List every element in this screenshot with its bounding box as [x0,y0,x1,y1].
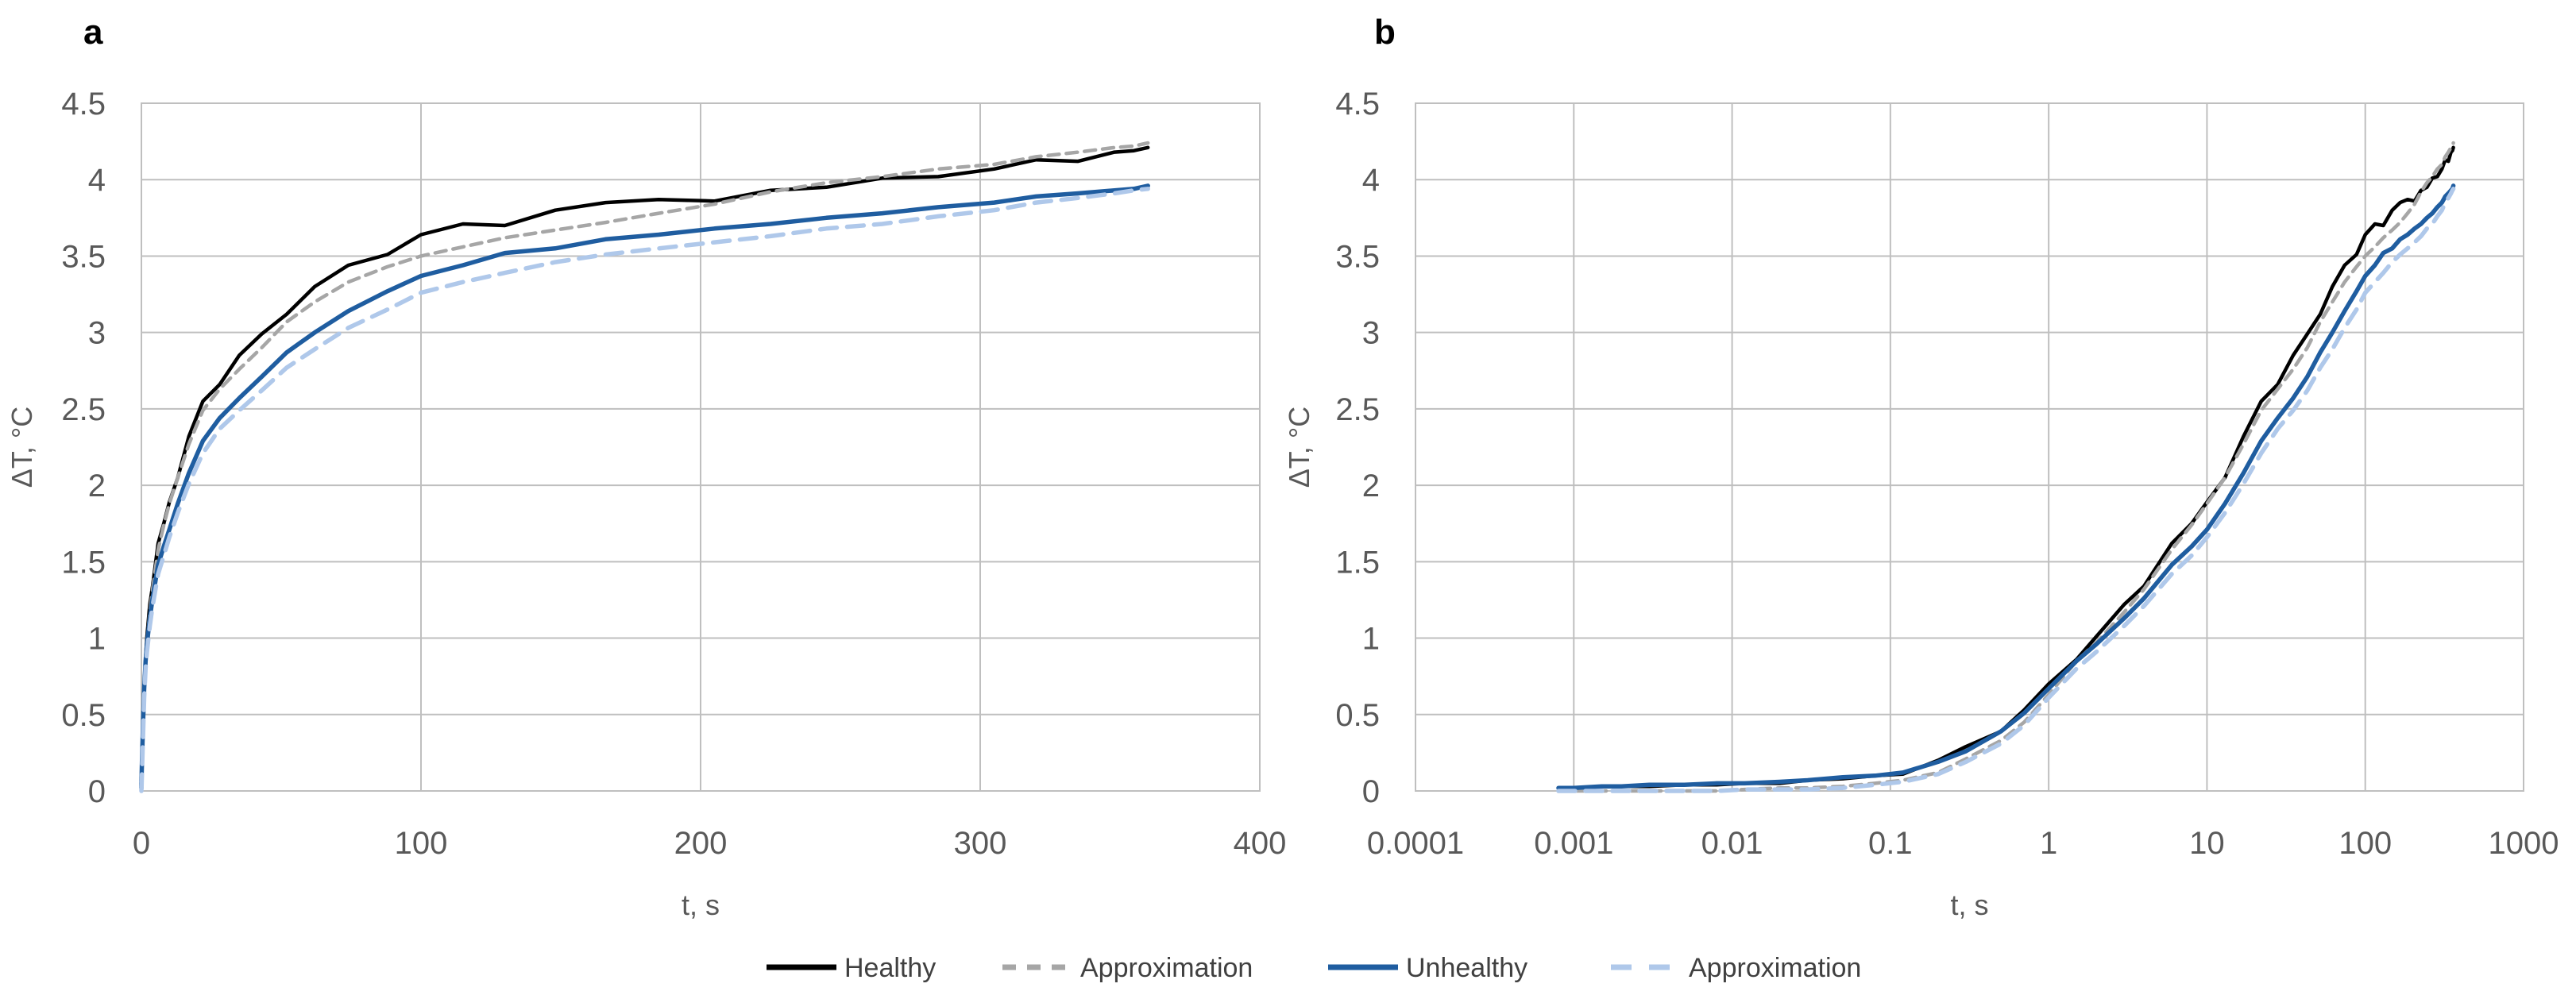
y-tick-label: 3 [1362,316,1380,351]
x-tick-label: 0 [133,826,150,861]
x-tick-label: 300 [954,826,1007,861]
x-tick-label: 10 [2189,826,2225,861]
chart-panel-a: 0 0.5 1 1.5 2 2.5 3 3.5 4 4.5 0 100 200 300 400 t, s ΔT,… [6,13,1286,921]
y-tick-label: 3.5 [61,239,106,274]
legend-label-healthy_approx: Approximation [1080,953,1253,983]
x-tick-label: 200 [674,826,728,861]
y-tick-label: 4.5 [1335,87,1380,122]
legend-label-healthy: Healthy [844,953,936,983]
x-tick-label: 0.0001 [1367,826,1464,861]
y-tick-label: 2.5 [1335,392,1380,427]
y-axis-title-b: ΔT, °C [1283,407,1315,488]
x-tick-label: 0.1 [1868,826,1913,861]
x-tick-label: 1 [2040,826,2057,861]
y-tick-labels-a: 0 0.5 1 1.5 2 2.5 3 3.5 4 4.5 [61,87,106,809]
y-tick-label: 1 [88,622,106,657]
series-healthy-line-a [139,145,1150,790]
gridlines-b [1415,102,2524,792]
y-tick-labels-b: 0 0.5 1 1.5 2 2.5 3 3.5 4 4.5 [1335,87,1380,809]
plot-border-b [1415,102,2524,792]
panel-letter-a: a [83,13,103,52]
gridlines-a [141,102,1261,792]
x-axis-title-b: t, s [1950,889,1988,921]
legend-item-unhealthy: Unhealthy [1328,953,1527,983]
y-tick-label: 1 [1362,622,1380,657]
y-tick-label: 2.5 [61,392,106,427]
series-unhealthy_approx-line-b [1556,187,2456,793]
legend-item-healthy_approx: Approximation [1002,953,1253,983]
panel-letter-b: b [1374,13,1396,52]
y-tick-label: 1.5 [1335,545,1380,580]
x-tick-labels-b: 0.0001 0.001 0.01 0.1 1 10 100 1000 [1367,826,2559,861]
y-tick-label: 0 [1362,774,1380,809]
series-healthy_approx-line-b [1556,141,2455,793]
series-unhealthy-line-a [139,183,1150,790]
y-tick-label: 0 [88,774,106,809]
y-tick-label: 0.5 [1335,698,1380,733]
series-healthy_approx-line-a [139,141,1150,793]
x-tick-label: 0.001 [1534,826,1613,861]
y-tick-label: 0.5 [61,698,106,733]
x-tick-label: 100 [395,826,448,861]
y-tick-label: 4.5 [61,87,106,122]
x-tick-labels-a: 0 100 200 300 400 [133,826,1287,861]
legend-label-unhealthy_approx: Approximation [1689,953,1861,983]
plot-border-a [141,102,1261,792]
y-tick-label: 1.5 [61,545,106,580]
y-tick-label: 2 [1362,469,1380,503]
series-healthy-line-b [1556,145,2455,790]
x-tick-label: 1000 [2489,826,2559,861]
x-axis-title-a: t, s [682,889,720,921]
y-tick-label: 2 [88,469,106,503]
series-unhealthy-line-b [1556,183,2456,790]
series-unhealthy_approx-line-a [139,187,1150,793]
y-tick-label: 3.5 [1335,239,1380,274]
y-tick-label: 4 [1362,163,1380,198]
legend-item-healthy: Healthy [767,953,936,983]
y-tick-label: 3 [88,316,106,351]
y-axis-title-a: ΔT, °C [6,407,38,488]
legend-item-unhealthy_approx: Approximation [1611,953,1861,983]
y-tick-label: 4 [88,163,106,198]
x-tick-label: 400 [1234,826,1287,861]
legend: Healthy Approximation Unhealthy Approximati… [767,953,1861,983]
x-tick-label: 0.01 [1701,826,1763,861]
chart-panel-b: 0 0.5 1 1.5 2 2.5 3 3.5 4 4.5 0.0001 0.001 0.01 0.1 1 1… [1283,13,2559,921]
x-tick-label: 100 [2338,826,2392,861]
legend-label-unhealthy: Unhealthy [1406,953,1527,983]
